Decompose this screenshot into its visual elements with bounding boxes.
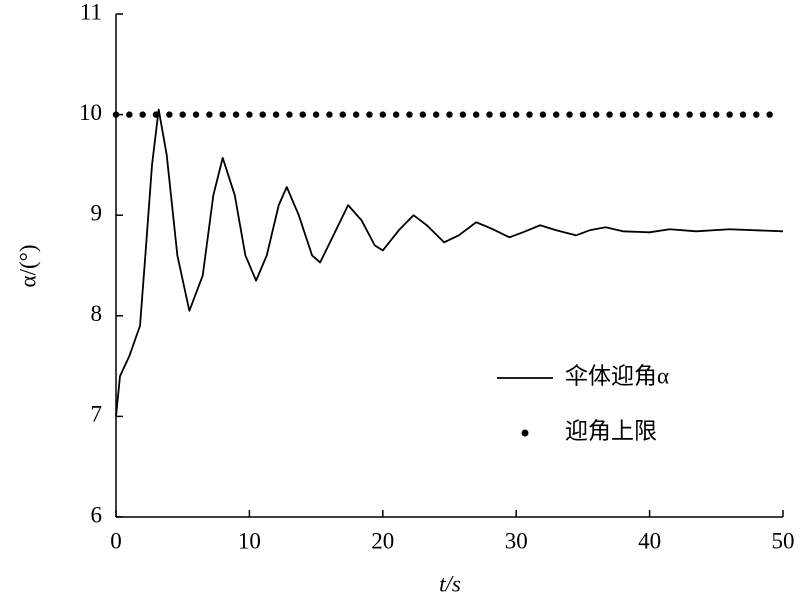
limit-dot	[472, 111, 480, 118]
y-tick-label: 6	[91, 502, 103, 527]
limit-dot	[379, 111, 386, 118]
limit-dot	[606, 111, 613, 118]
limit-dot	[486, 111, 493, 118]
x-axis-label: t/s	[439, 571, 461, 596]
y-tick-label: 8	[91, 301, 103, 326]
limit-dot	[206, 111, 213, 118]
limit-dot	[179, 111, 186, 118]
limit-dot	[406, 111, 413, 118]
limit-dot	[526, 111, 533, 118]
limit-dot	[673, 111, 680, 118]
limit-dot	[259, 111, 266, 118]
limit-dot	[633, 111, 640, 118]
angle-line	[115, 108, 784, 417]
x-tick-label: 10	[238, 528, 261, 553]
limit-dot	[619, 111, 627, 118]
limit-dot	[566, 111, 573, 118]
x-tick-label: 0	[110, 528, 122, 553]
x-tick-label: 50	[772, 528, 795, 553]
limit-dot	[286, 111, 293, 118]
legend-label: 迎角上限	[565, 418, 657, 443]
x-tick-label: 40	[638, 528, 661, 553]
limit-dot	[446, 111, 453, 118]
x-tick-label: 20	[371, 528, 394, 553]
limit-dot	[593, 111, 600, 118]
limit-dot	[139, 111, 146, 118]
y-tick-label: 10	[79, 100, 102, 125]
limit-dot	[219, 111, 226, 118]
limit-dot	[739, 111, 747, 118]
limit-dot	[539, 111, 547, 118]
limit-dot	[126, 111, 133, 118]
limit-dot	[392, 111, 400, 118]
limit-dot	[299, 111, 306, 118]
limit-dot	[686, 111, 693, 118]
limit-dot	[112, 111, 120, 118]
limit-dot	[646, 111, 653, 118]
limit-dot	[419, 111, 427, 118]
limit-dot	[513, 111, 520, 118]
limit-dot	[713, 111, 720, 118]
limit-dot	[726, 111, 733, 118]
limit-dot	[272, 111, 280, 118]
limit-dot	[152, 111, 160, 118]
y-tick-label: 9	[91, 200, 103, 225]
limit-dot	[553, 111, 560, 118]
limit-dot	[312, 111, 320, 118]
limit-dot	[432, 111, 440, 118]
limit-dot	[366, 111, 373, 118]
limit-dot	[579, 111, 587, 118]
y-tick-label: 7	[91, 402, 103, 427]
y-tick-label: 11	[80, 0, 102, 24]
limit-dot	[326, 111, 333, 118]
limit-dot	[753, 111, 760, 118]
limit-dot	[766, 111, 773, 118]
limit-dot	[339, 111, 346, 118]
limit-dot	[352, 111, 360, 118]
x-tick-label: 30	[505, 528, 528, 553]
legend-marker	[521, 429, 529, 437]
limit-dot	[459, 111, 467, 118]
limit-dot	[499, 111, 507, 118]
limit-dot	[192, 111, 200, 118]
limit-dot	[659, 111, 667, 118]
limit-dot	[166, 111, 173, 118]
limit-dot	[246, 111, 253, 118]
legend-label: 伞体迎角α	[565, 363, 669, 388]
y-axis-label: α/(°)	[15, 245, 40, 288]
limit-dot	[699, 111, 707, 118]
limit-dot	[232, 111, 240, 118]
